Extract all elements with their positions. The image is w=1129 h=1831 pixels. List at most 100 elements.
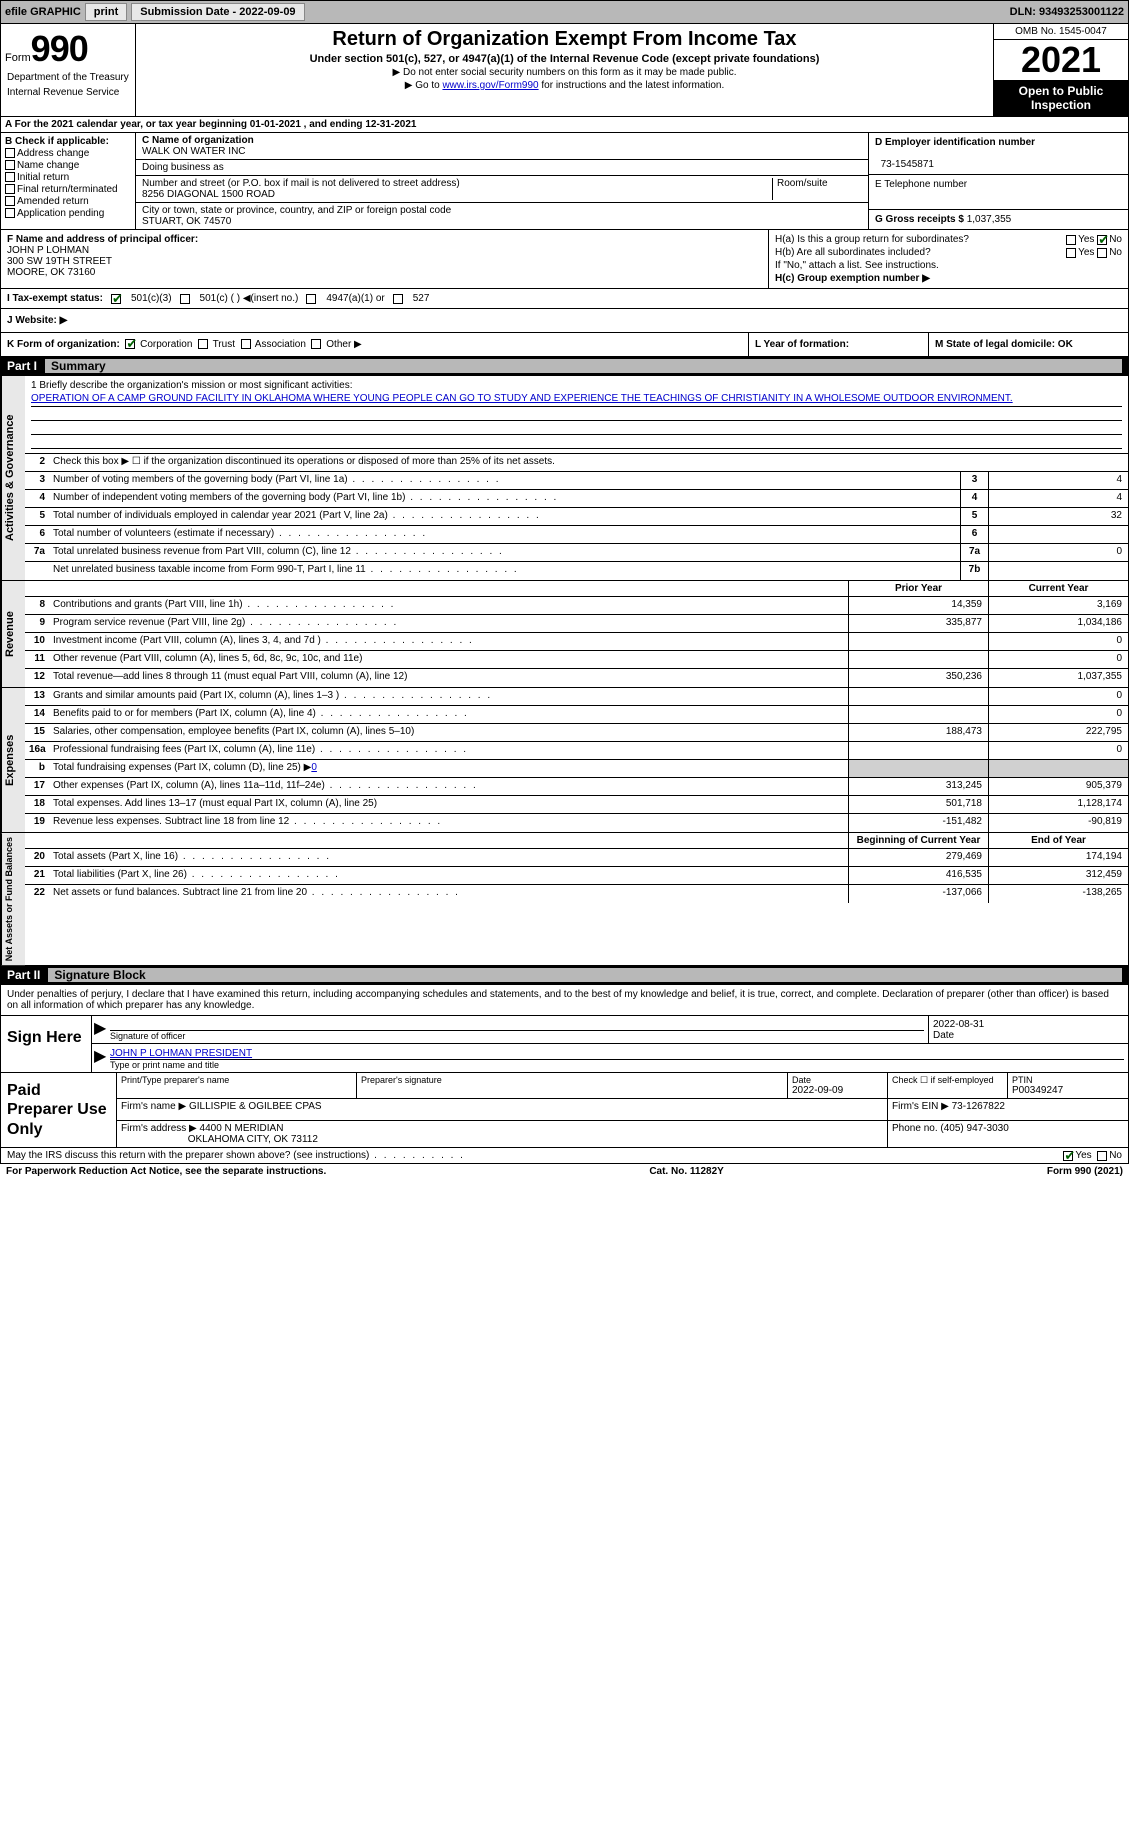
officer-name: JOHN P LOHMAN (7, 245, 762, 256)
hb-row: H(b) Are all subordinates included? Yes … (775, 247, 1122, 258)
hb-label: H(b) Are all subordinates included? (775, 247, 1066, 258)
prep-row-2: Firm's name ▶ GILLISPIE & OGILBEE CPAS F… (117, 1099, 1128, 1121)
opt-527: 527 (413, 293, 430, 304)
fundraising-link[interactable]: 0 (311, 762, 317, 773)
net-assets-content: Beginning of Current YearEnd of Year 20T… (25, 833, 1128, 965)
hc-row: H(c) Group exemption number ▶ (775, 273, 1122, 284)
form-instr-2: ▶ Go to www.irs.gov/Form990 for instruct… (144, 80, 985, 91)
col-c-org-info: C Name of organization WALK ON WATER INC… (136, 133, 868, 229)
dln-box: DLN: 93493253001122 (1010, 6, 1124, 18)
org-name-cell: C Name of organization WALK ON WATER INC (136, 133, 868, 160)
gross-value: 1,037,355 (967, 214, 1012, 225)
line-6: 6Total number of volunteers (estimate if… (25, 526, 1128, 544)
line-22: 22Net assets or fund balances. Subtract … (25, 885, 1128, 903)
line-16b: bTotal fundraising expenses (Part IX, co… (25, 760, 1128, 778)
line-19: 19Revenue less expenses. Subtract line 1… (25, 814, 1128, 832)
line-9: 9Program service revenue (Part VIII, lin… (25, 615, 1128, 633)
form-right: OMB No. 1545-0047 2021 Open to Public In… (993, 24, 1128, 116)
street-label: Number and street (or P.O. box if mail i… (142, 178, 460, 189)
form-number: 990 (31, 28, 88, 69)
dln-label: DLN: (1010, 6, 1039, 18)
check-trust (198, 339, 208, 349)
mission-blank-1 (31, 407, 1122, 421)
k-label: K Form of organization: (7, 339, 120, 350)
officer-name-link[interactable]: JOHN P LOHMAN PRESIDENT (110, 1048, 1124, 1059)
opt-501c3: 501(c)(3) (131, 293, 172, 304)
mission-block: 1 Briefly describe the organization's mi… (25, 376, 1128, 454)
netassets-colhdr: Beginning of Current YearEnd of Year (25, 833, 1128, 849)
line-11: 11Other revenue (Part VIII, column (A), … (25, 651, 1128, 669)
no-label: No (1109, 234, 1122, 245)
section-j-website: J Website: ▶ (0, 309, 1129, 333)
form-header: Form990 Department of the Treasury Inter… (0, 24, 1129, 117)
section-i-tax-status: I Tax-exempt status: 501(c)(3) 501(c) ( … (0, 289, 1129, 309)
part2-header: Part II Signature Block (0, 966, 1129, 985)
summary-expenses: Expenses 13Grants and similar amounts pa… (0, 688, 1129, 833)
col-m-state-domicile: M State of legal domicile: OK (928, 333, 1128, 356)
sign-here-fields: ▶ Signature of officer 2022-08-31Date ▶ … (91, 1016, 1128, 1072)
f-label: F Name and address of principal officer: (7, 234, 762, 245)
sig-name-field: JOHN P LOHMAN PRESIDENTType or print nam… (106, 1044, 1128, 1072)
col-d-ein: D Employer identification number 73-1545… (868, 133, 1128, 229)
cat-no: Cat. No. 11282Y (649, 1166, 723, 1177)
line-5: 5Total number of individuals employed in… (25, 508, 1128, 526)
form-instr-1: ▶ Do not enter social security numbers o… (144, 67, 985, 78)
vtab-expenses: Expenses (1, 688, 25, 832)
line-21: 21Total liabilities (Part X, line 26)416… (25, 867, 1128, 885)
check-4947 (306, 294, 316, 304)
check-association (241, 339, 251, 349)
org-name: WALK ON WATER INC (142, 146, 246, 157)
gross-label: G Gross receipts $ (875, 214, 967, 225)
city-label: City or town, state or province, country… (142, 205, 451, 216)
irs-link[interactable]: www.irs.gov/Form990 (442, 80, 538, 91)
ha-label: H(a) Is this a group return for subordin… (775, 234, 1066, 245)
dba-cell: Doing business as (136, 160, 868, 176)
vtab-net-assets: Net Assets or Fund Balances (1, 833, 25, 965)
mission-blank-2 (31, 421, 1122, 435)
line-7b: Net unrelated business taxable income fr… (25, 562, 1128, 580)
line-18: 18Total expenses. Add lines 13–17 (must … (25, 796, 1128, 814)
form-label: Form (5, 52, 31, 64)
summary-net-assets: Net Assets or Fund Balances Beginning of… (0, 833, 1129, 966)
check-final-return: Final return/terminated (5, 184, 131, 195)
hb-note: If "No," attach a list. See instructions… (775, 260, 1122, 271)
dba-label: Doing business as (142, 162, 224, 173)
prep-block: Paid Preparer Use Only Print/Type prepar… (0, 1073, 1129, 1148)
ein-value: 73-1545871 (881, 159, 934, 170)
ha-row: H(a) Is this a group return for subordin… (775, 234, 1122, 245)
hb-yes-checkbox (1066, 248, 1076, 258)
check-501c (180, 294, 190, 304)
print-button[interactable]: print (85, 3, 127, 21)
line-7a: 7aTotal unrelated business revenue from … (25, 544, 1128, 562)
hb-no-checkbox (1097, 248, 1107, 258)
street-cell: Number and street (or P.O. box if mail i… (136, 176, 868, 203)
prep-fields: Print/Type preparer's name Preparer's si… (116, 1073, 1128, 1147)
line-17: 17Other expenses (Part IX, column (A), l… (25, 778, 1128, 796)
line-16a: 16aProfessional fundraising fees (Part I… (25, 742, 1128, 760)
check-application-pending: Application pending (5, 208, 131, 219)
sig-date-field: 2022-08-31Date (928, 1016, 1128, 1043)
sign-here-label: Sign Here (1, 1016, 91, 1072)
sign-here-block: Sign Here ▶ Signature of officer 2022-08… (0, 1016, 1129, 1073)
sig-officer-field: Signature of officer (106, 1016, 928, 1043)
prep-row-3: Firm's address ▶ 4400 N MERIDIAN OKLAHOM… (117, 1121, 1128, 1147)
form-subtitle: Under section 501(c), 527, or 4947(a)(1)… (144, 53, 985, 65)
dept: Department of the Treasury (5, 70, 131, 85)
gross-receipts-cell: G Gross receipts $ 1,037,355 (869, 210, 1128, 229)
footer-row: For Paperwork Reduction Act Notice, see … (0, 1164, 1129, 1179)
line-14: 14Benefits paid to or for members (Part … (25, 706, 1128, 724)
line-3: 3Number of voting members of the governi… (25, 472, 1128, 490)
city-cell: City or town, state or province, country… (136, 203, 868, 229)
open-public-badge: Open to Public Inspection (994, 80, 1128, 116)
prep-label: Paid Preparer Use Only (1, 1073, 116, 1147)
instr2-post: for instructions and the latest informat… (539, 80, 725, 91)
ha-yes-checkbox (1066, 235, 1076, 245)
governance-content: 1 Briefly describe the organization's mi… (25, 376, 1128, 580)
officer-street: 300 SW 19TH STREET (7, 256, 762, 267)
col-h-group: H(a) Is this a group return for subordin… (768, 230, 1128, 288)
i-label: I Tax-exempt status: (7, 293, 103, 304)
line-12: 12Total revenue—add lines 8 through 11 (… (25, 669, 1128, 687)
check-527 (393, 294, 403, 304)
section-klm: K Form of organization: Corporation Trus… (0, 333, 1129, 357)
phone-cell: E Telephone number (869, 175, 1128, 210)
